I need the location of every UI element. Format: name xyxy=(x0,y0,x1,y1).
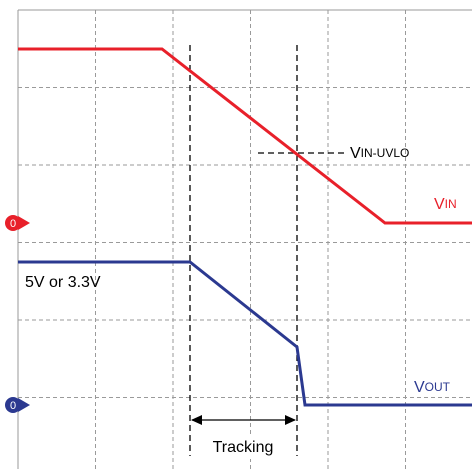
marker-arrow xyxy=(18,398,30,412)
arrow-head xyxy=(191,415,202,425)
vout-trace xyxy=(18,260,472,407)
label-main: V xyxy=(414,379,425,396)
vout-marker: 0 xyxy=(5,397,30,413)
label-sub: IN xyxy=(445,197,457,211)
marker-arrow xyxy=(18,216,30,230)
vout-label: VOUT xyxy=(414,379,451,396)
level-label: 5V or 3.3V xyxy=(25,274,101,291)
vin-marker: 0 xyxy=(5,215,30,231)
label-sub: OUT xyxy=(425,380,451,394)
vin-trace xyxy=(18,47,472,225)
label-sub: IN-UVLO xyxy=(361,146,410,160)
label-main: V xyxy=(350,145,361,162)
arrow-head xyxy=(285,415,296,425)
label-background xyxy=(202,437,284,459)
markers-dashed xyxy=(189,45,345,456)
marker-circle xyxy=(5,215,21,231)
interval-arrow xyxy=(191,415,296,425)
marker-label: 0 xyxy=(10,400,16,412)
grid xyxy=(17,9,472,469)
marker-label: 0 xyxy=(10,218,16,230)
vin-label: VIN xyxy=(434,196,457,213)
label-main: V xyxy=(434,196,445,213)
marker-circle xyxy=(5,397,21,413)
threshold-label: VIN-UVLO xyxy=(350,145,409,162)
interval-label: Tracking xyxy=(213,439,274,456)
